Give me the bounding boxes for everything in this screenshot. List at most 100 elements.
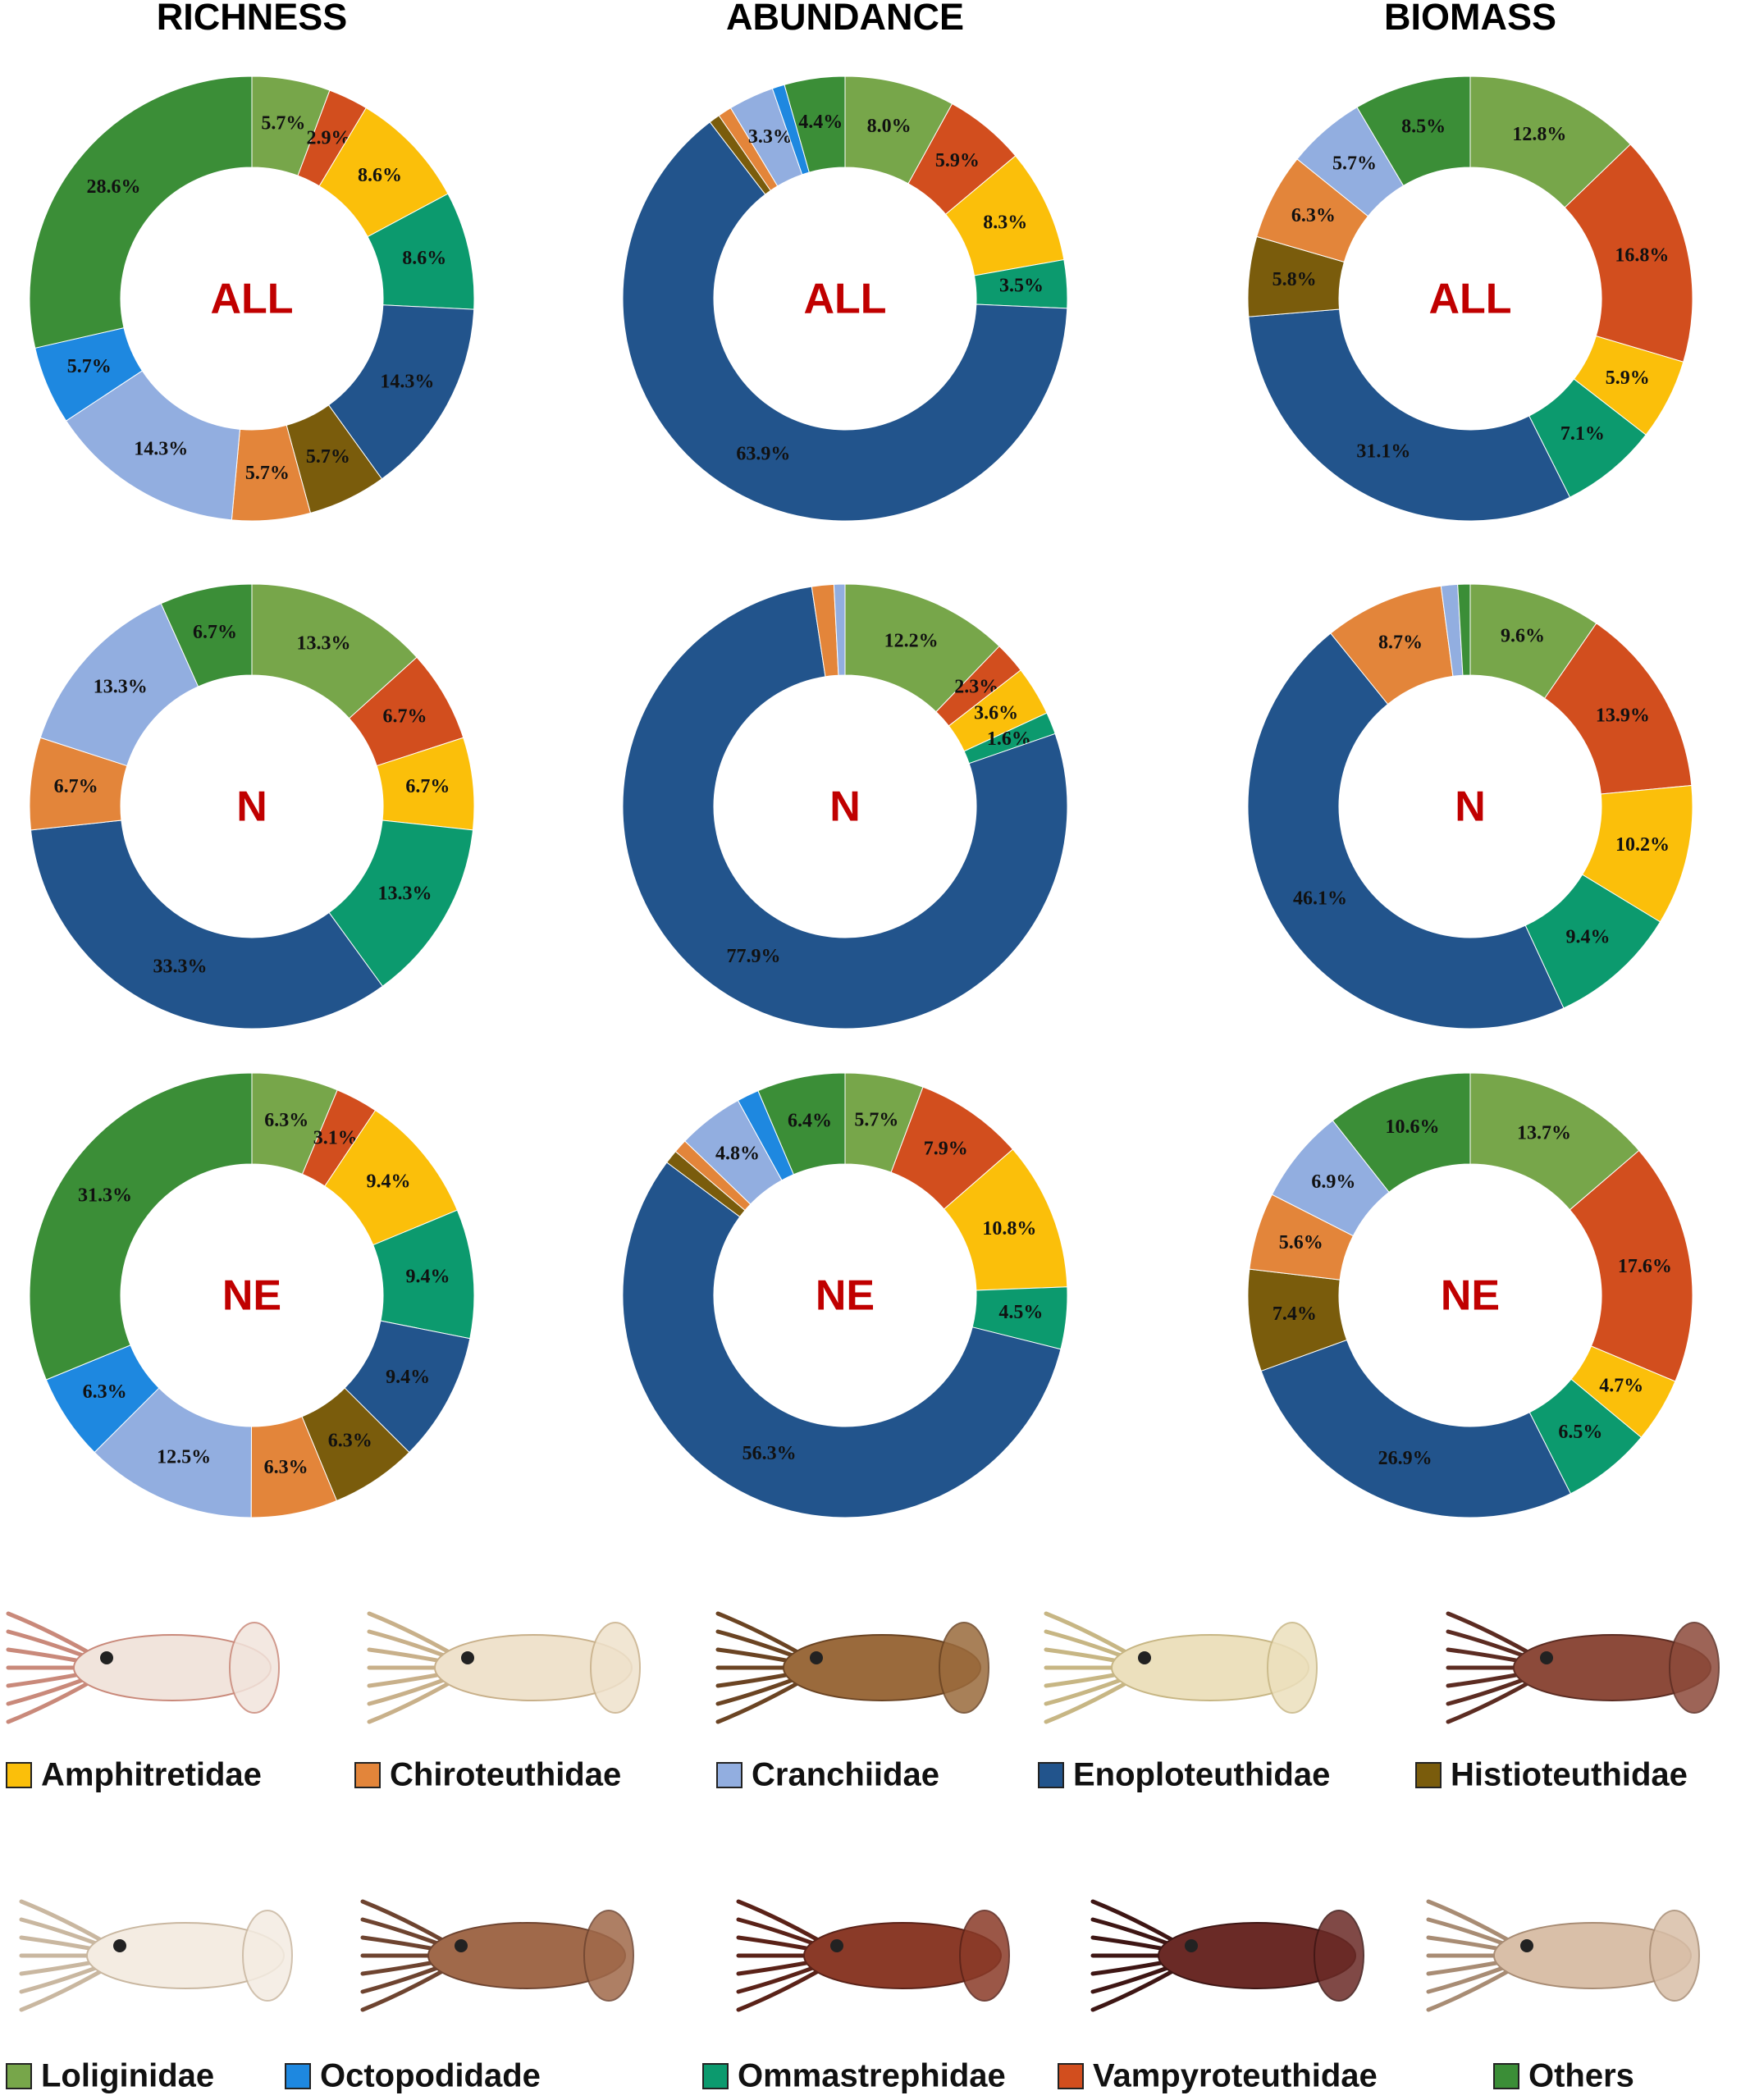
value-label: 56.3% — [742, 1443, 797, 1464]
animal-fin — [939, 1622, 989, 1714]
value-label: 13.7% — [1517, 1123, 1571, 1144]
value-label: 13.3% — [296, 633, 350, 655]
animal-illustration — [1426, 1899, 1700, 2012]
animal-fin — [1669, 1622, 1720, 1714]
animal-fin — [1649, 1910, 1700, 2002]
donut-slice — [1260, 1339, 1572, 1518]
legend-label: Loliginidae — [41, 2058, 214, 2094]
value-label: 12.5% — [157, 1446, 211, 1468]
donut-slice — [1356, 75, 1471, 186]
animal-illustration — [19, 1899, 293, 2012]
animal-eye — [113, 1939, 126, 1952]
animal-fin — [959, 1910, 1010, 2002]
value-label: 7.9% — [924, 1138, 968, 1159]
value-label: 6.3% — [1291, 205, 1336, 226]
animal-eye — [455, 1939, 468, 1952]
value-label: 6.7% — [383, 706, 427, 728]
legend-label: Amphitretidae — [41, 1757, 262, 1793]
animal-eye — [100, 1651, 113, 1664]
value-label: 5.8% — [1273, 269, 1317, 290]
animal-illustration — [1090, 1899, 1364, 2012]
legend-label: Enoploteuthidae — [1073, 1757, 1330, 1793]
animal-illustration — [6, 1611, 280, 1724]
donut-slice — [784, 75, 846, 173]
center-label: N — [236, 783, 267, 831]
animal-eye — [1138, 1651, 1151, 1664]
value-label: 5.7% — [306, 446, 350, 468]
value-label: 9.4% — [386, 1367, 430, 1388]
animal-illustration — [367, 1611, 641, 1724]
value-label: 3.3% — [748, 126, 793, 148]
value-label: 10.2% — [1615, 834, 1670, 856]
value-label: 8.6% — [358, 165, 402, 186]
value-label: 8.3% — [983, 212, 1027, 233]
legend-label: Vampyroteuthidae — [1093, 2058, 1378, 2094]
center-label: ALL — [803, 276, 886, 323]
donut-slice — [622, 1162, 1062, 1518]
legend-label: Ommastrephidae — [738, 2058, 1006, 2094]
value-label: 31.3% — [78, 1185, 132, 1207]
donut-slice — [622, 586, 1068, 1029]
column-title: ABUNDANCE — [726, 0, 964, 38]
animal-eye — [461, 1651, 474, 1664]
value-label: 7.1% — [1560, 423, 1605, 445]
donut-slice — [1457, 583, 1471, 676]
legend-swatch — [354, 1762, 381, 1788]
legend-label: Chiroteuthidae — [390, 1757, 621, 1793]
value-label: 5.9% — [935, 150, 980, 171]
value-label: 6.7% — [405, 776, 450, 797]
value-label: 6.3% — [328, 1431, 372, 1452]
value-label: 77.9% — [727, 946, 781, 967]
value-label: 13.9% — [1596, 705, 1650, 726]
value-label: 31.1% — [1356, 441, 1410, 462]
animal-fin — [1314, 1910, 1364, 2002]
value-label: 16.8% — [1615, 245, 1669, 267]
value-label: 5.7% — [261, 112, 305, 134]
value-label: 5.7% — [854, 1109, 898, 1130]
value-label: 5.7% — [67, 356, 112, 377]
legend-swatch — [6, 1762, 32, 1788]
value-label: 9.4% — [405, 1266, 450, 1287]
value-label: 6.9% — [1311, 1171, 1355, 1193]
legend-swatch — [1038, 1762, 1064, 1788]
center-label: N — [1455, 783, 1486, 831]
legend-swatch — [1058, 2063, 1084, 2089]
value-label: 6.3% — [264, 1110, 308, 1131]
center-label: NE — [222, 1272, 281, 1320]
value-label: 9.4% — [1566, 926, 1611, 947]
animal-eye — [830, 1939, 843, 1952]
center-label: N — [829, 783, 861, 831]
animal-eye — [1520, 1939, 1533, 1952]
legend-label: Cranchiidae — [752, 1757, 939, 1793]
value-label: 46.1% — [1293, 888, 1347, 909]
animal-fin — [229, 1622, 280, 1714]
donut-slice — [622, 121, 1068, 522]
value-label: 3.5% — [999, 275, 1044, 296]
center-label: NE — [816, 1272, 875, 1320]
value-label: 14.3% — [380, 371, 434, 392]
animal-eye — [1185, 1939, 1198, 1952]
donut-slice — [1248, 308, 1571, 522]
legend-label: Others — [1528, 2058, 1634, 2094]
donut-slice — [29, 75, 253, 349]
value-label: 5.7% — [1332, 153, 1377, 175]
value-label: 5.9% — [1606, 368, 1650, 389]
value-label: 9.6% — [1501, 626, 1545, 647]
legend-label: Histioteuthidae — [1451, 1757, 1688, 1793]
value-label: 17.6% — [1618, 1256, 1672, 1277]
value-label: 33.3% — [153, 956, 208, 977]
value-label: 6.7% — [54, 776, 98, 797]
legend-swatch — [1493, 2063, 1519, 2089]
legend-swatch — [716, 1762, 742, 1788]
animal-fin — [1267, 1622, 1318, 1714]
value-label: 10.6% — [1385, 1116, 1439, 1138]
donut-slice — [1332, 1072, 1471, 1193]
animal-eye — [1540, 1651, 1553, 1664]
value-label: 4.8% — [715, 1143, 760, 1164]
donut-slice — [1569, 1149, 1693, 1382]
animal-eye — [810, 1651, 823, 1664]
value-label: 28.6% — [87, 176, 141, 198]
value-label: 12.2% — [884, 631, 939, 652]
column-title: BIOMASS — [1384, 0, 1556, 38]
